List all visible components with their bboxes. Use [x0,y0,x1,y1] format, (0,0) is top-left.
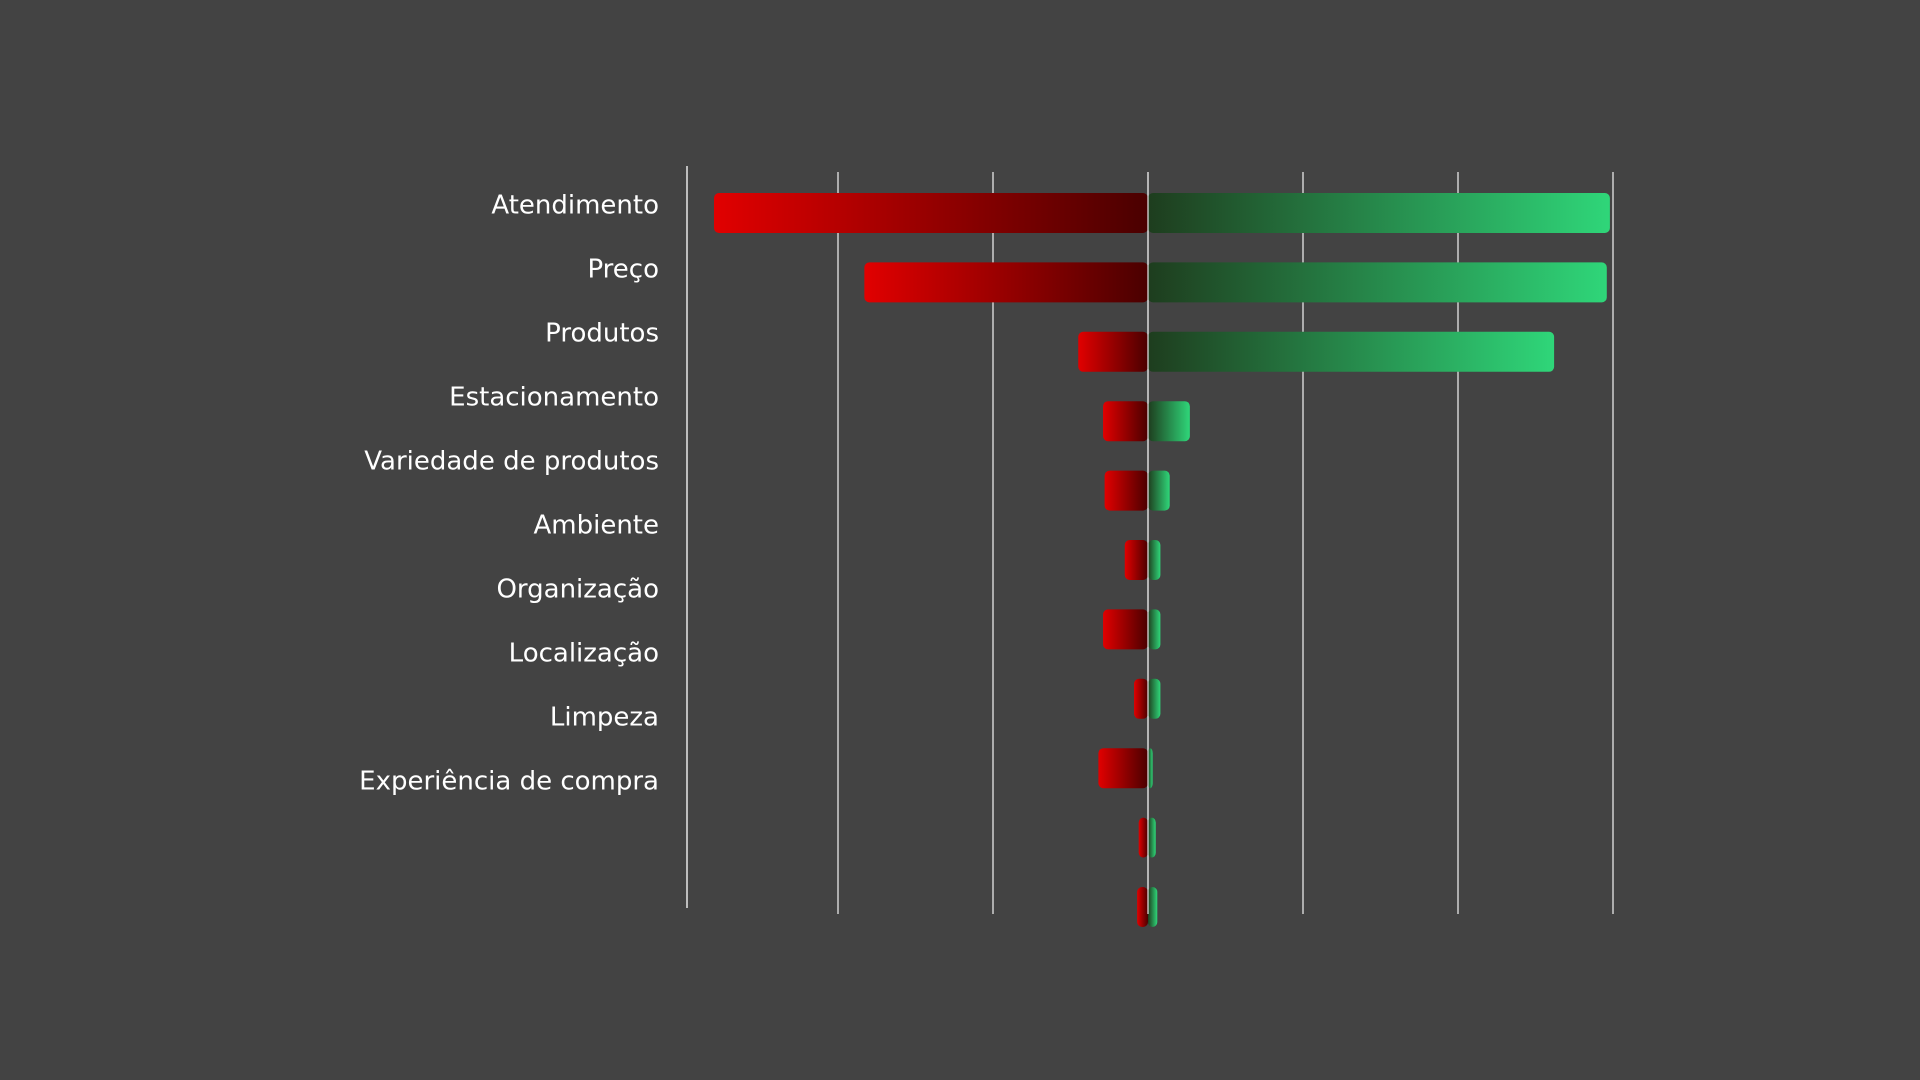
bar-positive [1148,887,1158,927]
category-label: Localização [509,639,659,669]
bars [714,172,1610,927]
bar-negative [1103,401,1148,442]
category-label: Produtos [545,319,659,349]
bar-positive [1148,470,1170,511]
bar-positive [1148,193,1610,233]
bar-negative [1103,609,1148,650]
category-labels: Atendimento Preço Produtos Estacionamento Va… [359,191,659,797]
category-label: Estacionamento [449,383,659,413]
category-label: Organização [496,575,659,605]
category-label: Limpeza [550,703,659,733]
category-label: Variedade de produtos [364,447,659,477]
bar-positive [1148,331,1555,372]
category-label: Ambiente [533,511,659,541]
bar-negative [1138,817,1148,858]
bar-positive [1148,401,1190,442]
bar-negative [1124,540,1148,580]
bar-positive [1148,678,1161,719]
bar-negative [1078,331,1148,372]
bar-positive [1148,748,1153,789]
bar-positive [1148,817,1156,858]
bar-negative [1098,748,1148,789]
category-label: Preço [587,255,659,285]
bar-positive [1148,540,1161,580]
bar-negative [864,262,1148,303]
bar-negative [1137,887,1148,927]
bar-negative [1134,678,1148,719]
bar-negative [1104,470,1148,511]
bar-positive [1148,609,1161,650]
category-label: Atendimento [491,191,659,221]
bar-negative [714,193,1148,233]
bar-positive [1148,262,1607,303]
category-label: Experiência de compra [359,767,659,797]
